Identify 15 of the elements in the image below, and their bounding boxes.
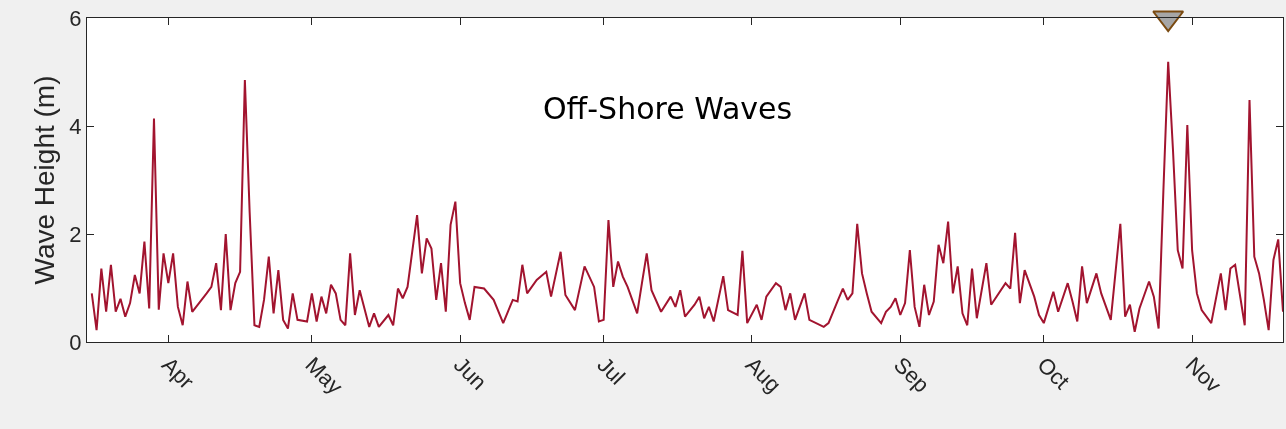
y-tick-label: 4 [69,113,82,139]
line-series [90,60,1283,333]
y-axis-title: Wave Height (m) [29,75,61,285]
x-tick-label: May [300,352,348,400]
y-tick-label: 0 [69,329,82,355]
y-tick-label: 2 [69,221,82,247]
x-tick-label: Aug [740,352,787,398]
y-tick-label: 6 [69,5,82,31]
x-tick-label: Nov [1180,352,1227,398]
text: Off-Shore Waves [543,91,793,126]
x-tick-label: Jul [592,352,630,390]
x-tick-label: Apr [157,352,199,394]
x-tick-label: Oct [1032,352,1075,394]
x-tick-label: Sep [888,352,935,398]
x-tick-label: Jun [448,352,492,395]
